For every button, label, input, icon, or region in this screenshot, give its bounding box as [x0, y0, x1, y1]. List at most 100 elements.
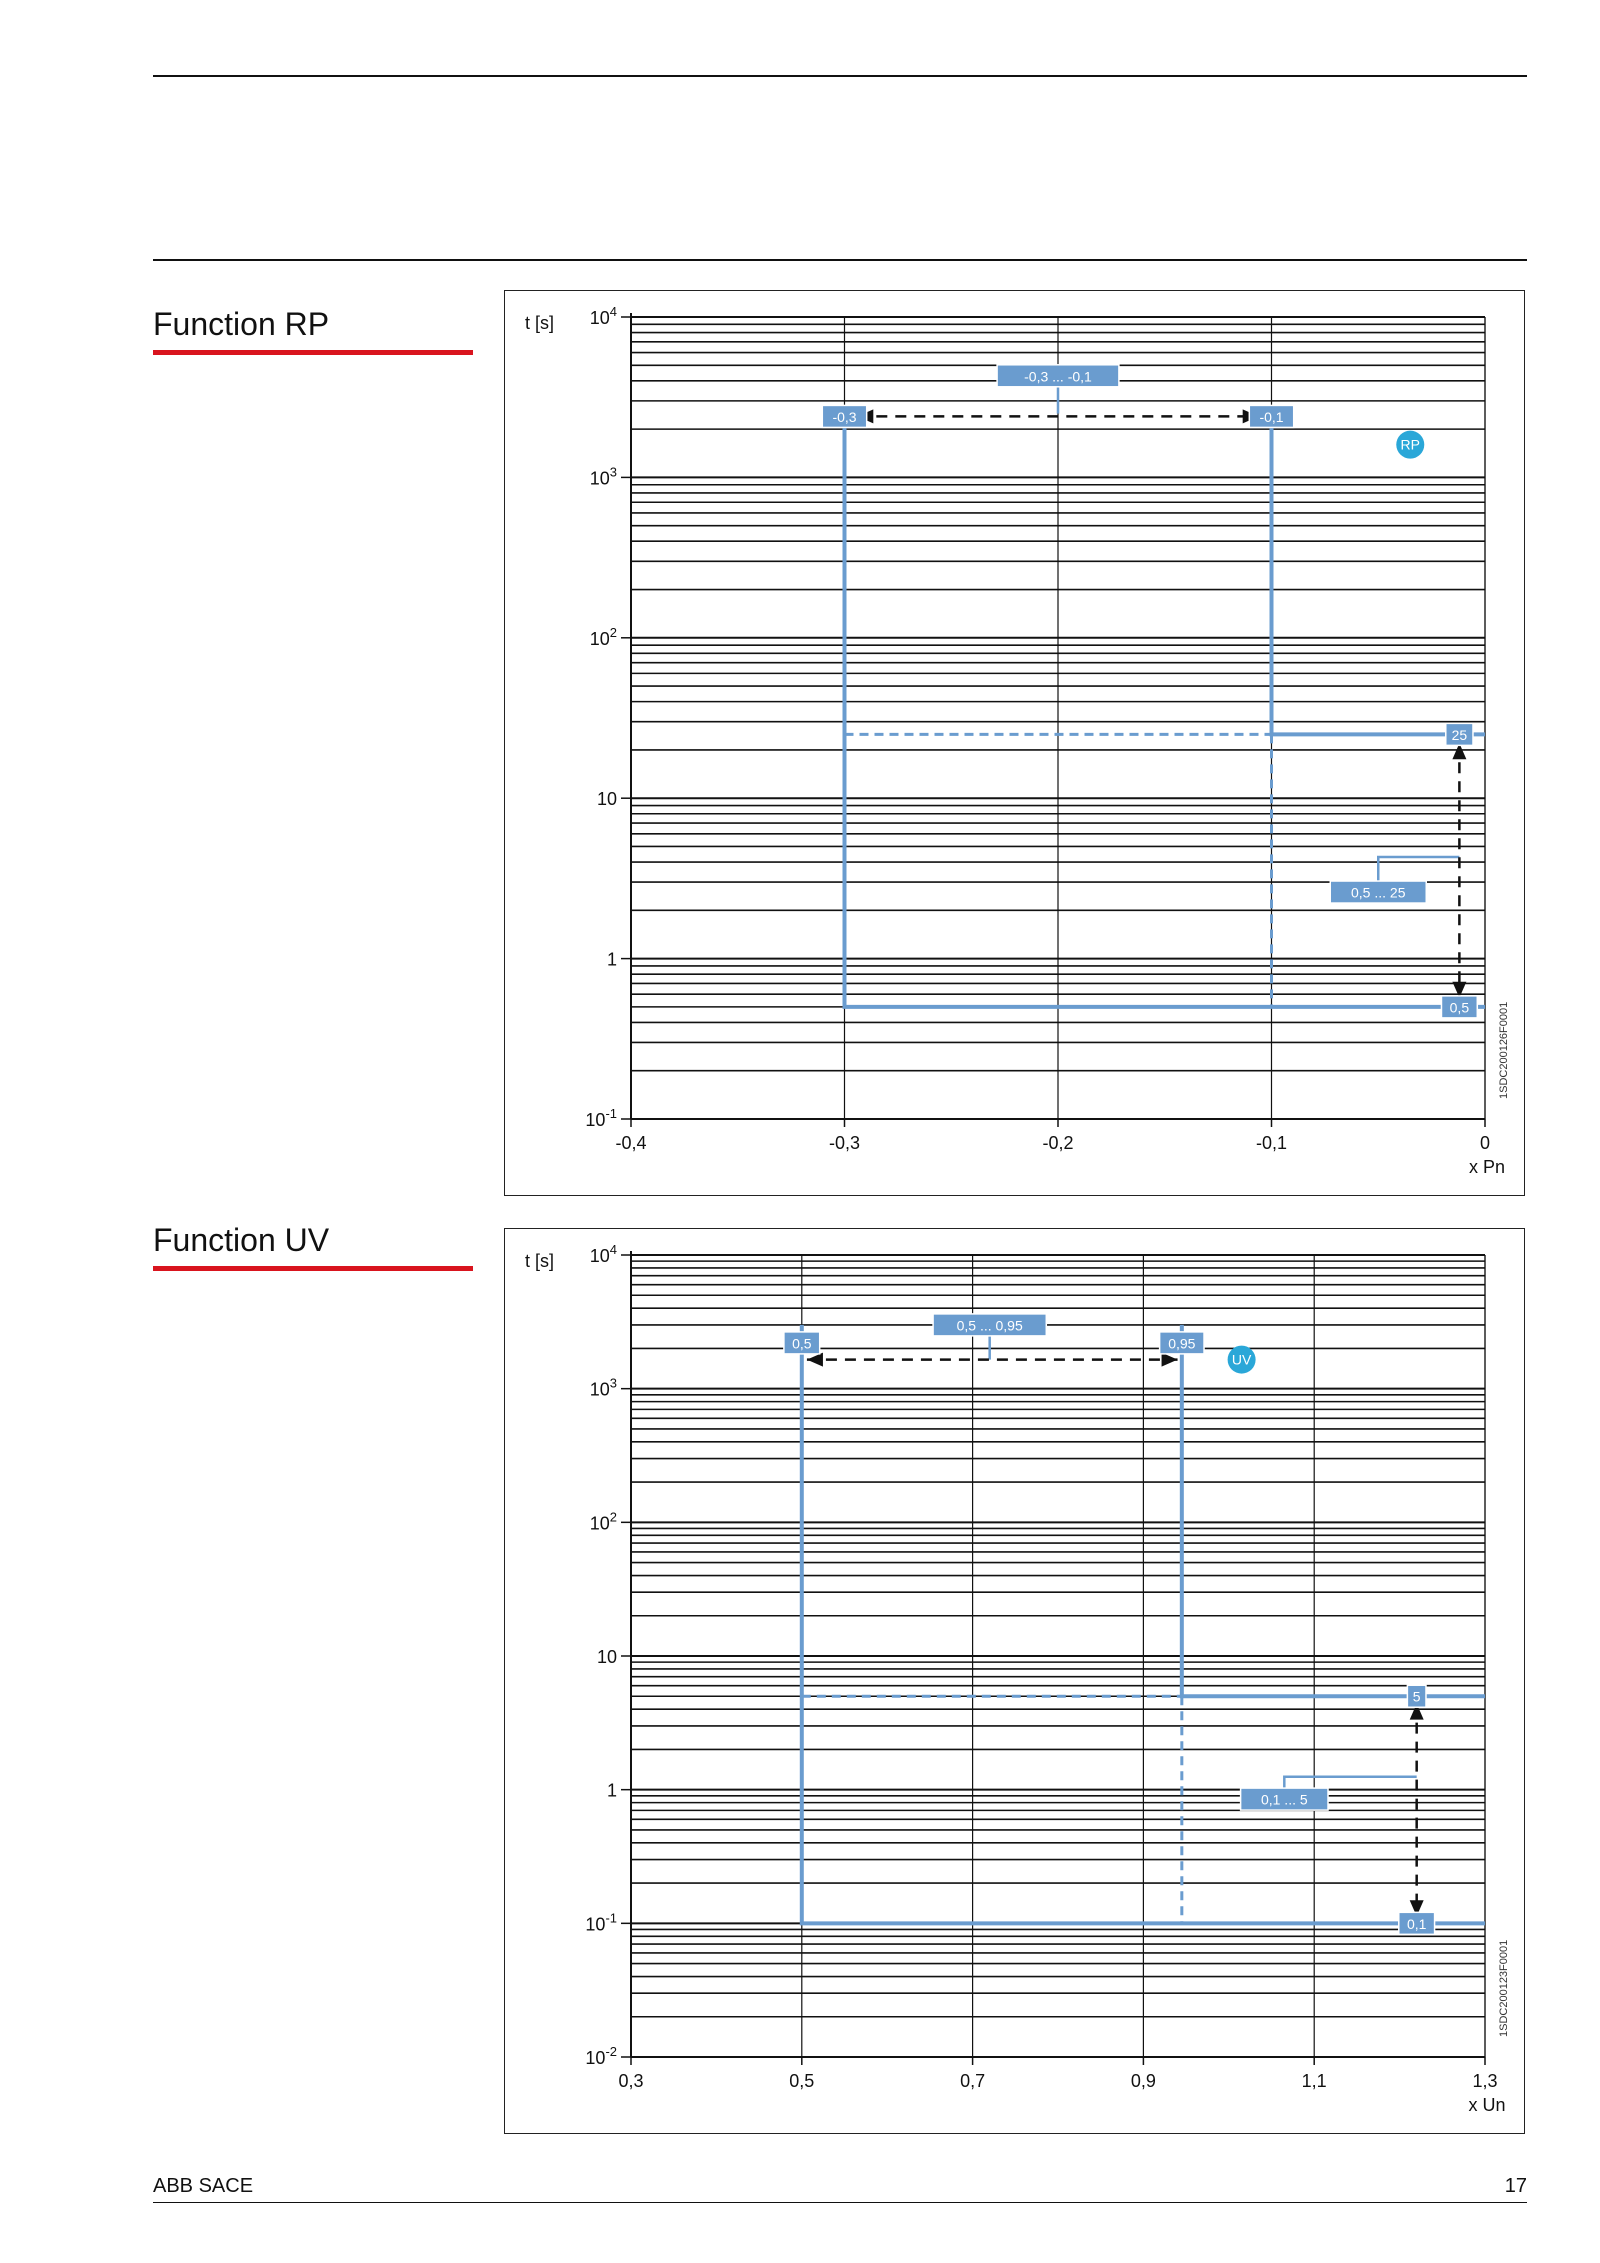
y-tick-label-exp: 2	[610, 1509, 617, 1524]
value-label: -0,3 ... -0,1	[1024, 368, 1092, 384]
figure-code: 1SDC200123F0001	[1498, 1940, 1510, 2037]
figure-code: 1SDC200126F0001	[1498, 1002, 1510, 1099]
value-label-box	[1406, 1684, 1427, 1708]
value-label-box	[1445, 722, 1474, 747]
y-tick-label-base: 10	[585, 1914, 605, 1934]
y-tick-label-exp: 3	[610, 1376, 617, 1391]
header-rule	[153, 259, 1527, 261]
value-label: 0,5 ... 0,95	[957, 1317, 1023, 1333]
y-axis-label: t [s]	[525, 1251, 554, 1271]
y-tick-label-base: 10	[590, 1513, 610, 1533]
y-tick-label: 10	[597, 789, 617, 809]
y-tick-label-base: 10	[585, 1110, 605, 1130]
section-underline-uv	[153, 1266, 473, 1271]
value-label: 25	[1452, 727, 1468, 743]
function-badge	[1227, 1345, 1256, 1374]
series-group	[799, 1324, 1485, 1926]
label-leader	[1283, 1775, 1417, 1793]
curve-line	[799, 1324, 1485, 1926]
chart-uv: 104 103 102 10 1 10-1 10-2 0,3 0,5 0,7 0,9 1,1 1,3 t …	[504, 1228, 1525, 2134]
series-group	[842, 413, 1485, 1009]
label-leader	[1377, 855, 1460, 885]
y-tick-label-base: 10	[590, 1246, 610, 1266]
y-tick-label: 10-1	[585, 1106, 617, 1130]
y-tick-label-base: 10	[590, 308, 610, 328]
x-tick-label: -0,4	[615, 1133, 646, 1153]
value-label-box	[1158, 1331, 1205, 1355]
value-label: 0,5	[792, 1335, 812, 1351]
chart-rp: 104 103 102 10 1 10-1 -0,4 -0,3 -0,2 -0,1 0 t [s] x …	[504, 290, 1525, 1196]
function-badge	[1396, 430, 1425, 459]
section-title-uv: Function UV	[153, 1222, 330, 1258]
x-tick-label: 0,9	[1131, 2071, 1156, 2091]
y-tick-label: 104	[590, 1242, 617, 1266]
value-label-box	[1329, 880, 1427, 904]
value-label-box	[1440, 995, 1479, 1019]
x-axis-label: x Un	[1468, 2095, 1505, 2115]
footer-page-number: 17	[1504, 2175, 1527, 2197]
x-tick-label: -0,3	[829, 1133, 860, 1153]
value-label-box	[932, 1313, 1048, 1337]
section-underline-rp	[153, 350, 473, 355]
y-tick-label: 102	[590, 1509, 617, 1533]
y-tick-label-exp: 3	[610, 464, 617, 479]
value-label: 0,5 ... 25	[1351, 885, 1406, 901]
x-tick-label: 1,3	[1472, 2071, 1497, 2091]
x-tick-label: -0,1	[1256, 1133, 1287, 1153]
y-tick-label-exp: -1	[605, 1106, 617, 1121]
y-tick-label-base: 10	[590, 468, 610, 488]
value-label-box	[1248, 404, 1295, 429]
y-tick-label-base: 1	[607, 1781, 617, 1801]
y-axis-label: t [s]	[525, 313, 554, 333]
arrow-head	[1161, 1352, 1178, 1367]
y-tick-label: 1	[607, 1781, 617, 1801]
curve-line	[1179, 1324, 1485, 1699]
value-label: 0,5	[1450, 999, 1470, 1015]
x-tick-label: 0,3	[618, 2071, 643, 2091]
x-tick-label: -0,2	[1042, 1133, 1073, 1153]
arrow-head	[1452, 743, 1467, 760]
value-label: 0,95	[1168, 1335, 1195, 1351]
y-tick-label: 102	[590, 625, 617, 649]
value-label-box	[996, 364, 1120, 388]
y-tick-label: 10-2	[585, 2044, 617, 2068]
arrow-head	[1409, 1703, 1424, 1720]
y-tick-label-base: 10	[590, 629, 610, 649]
arrow-head	[1409, 1900, 1424, 1917]
y-tick-label-exp: 4	[610, 304, 617, 319]
y-tick-label-exp: 2	[610, 625, 617, 640]
value-label: -0,1	[1259, 409, 1283, 425]
y-tick-label-base: 1	[607, 950, 617, 970]
value-label: 5	[1413, 1689, 1421, 1705]
value-label-box	[821, 404, 868, 429]
y-tick-label: 10	[597, 1647, 617, 1667]
value-label-box	[1239, 1787, 1329, 1811]
y-tick-label: 104	[590, 304, 617, 328]
y-tick-label: 10-1	[585, 1910, 617, 1934]
x-tick-label: 1,1	[1302, 2071, 1327, 2091]
grid	[630, 316, 1486, 1120]
function-badge-label: UV	[1232, 1352, 1252, 1368]
section-title-rp: Function RP	[153, 306, 330, 342]
x-tick-label: 0,5	[789, 2071, 814, 2091]
footer-company: ABB SACE	[153, 2175, 254, 2197]
function-badge-label: RP	[1401, 437, 1420, 453]
y-tick-label-base: 10	[597, 1647, 617, 1667]
y-tick-label-exp: -2	[605, 2044, 617, 2059]
x-tick-label: 0	[1480, 1133, 1490, 1153]
top-rule	[153, 75, 1527, 77]
arrow-head	[1452, 981, 1467, 998]
y-tick-label: 1	[607, 950, 617, 970]
y-tick-label-base: 10	[597, 789, 617, 809]
arrow-head	[806, 1352, 823, 1367]
x-axis-label: x Pn	[1469, 1157, 1505, 1177]
y-tick-label: 103	[590, 464, 617, 488]
x-tick-label: 0,7	[960, 2071, 985, 2091]
value-label: 0,1 ... 5	[1261, 1792, 1308, 1808]
y-tick-label-exp: -1	[605, 1910, 617, 1925]
y-tick-label-exp: 4	[610, 1242, 617, 1257]
y-tick-label: 103	[590, 1376, 617, 1400]
grid	[630, 1254, 1486, 2058]
